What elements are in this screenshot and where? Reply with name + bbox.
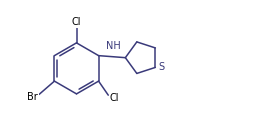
Text: NH: NH (105, 41, 120, 51)
Text: S: S (157, 62, 163, 72)
Text: Cl: Cl (71, 18, 81, 27)
Text: Br: Br (27, 92, 38, 102)
Text: Cl: Cl (109, 93, 118, 103)
